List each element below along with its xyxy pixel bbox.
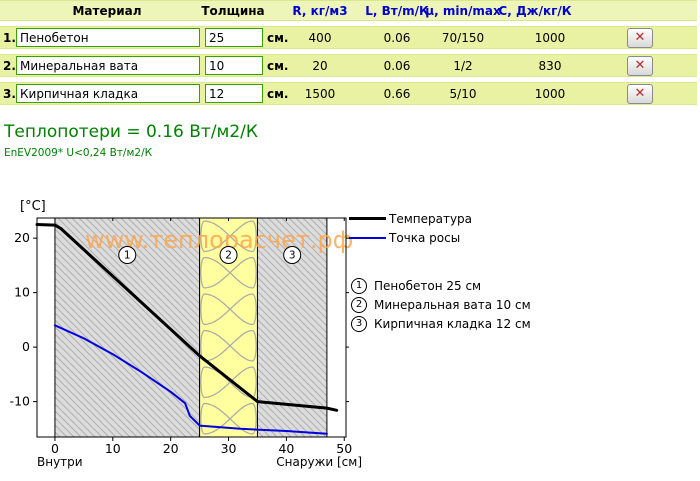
temperature-line [35,223,339,412]
row-number: 3. [3,87,16,101]
wall-temperature-chart: www.теплорасчет.рф 1 2 3 0 10 20 30 40 50 20 10 0 -10… [0,195,700,481]
delete-row-button[interactable]: ✕ [627,28,653,48]
delete-x-icon: ✕ [634,58,646,73]
layer-2-marker: 2 [351,296,367,313]
x-axis-left-label: Внутри [37,455,83,469]
mu-value: 70/150 [441,31,485,45]
svg-text:3: 3 [289,250,296,262]
material-row-3: 3. см. 1500 0.66 5/10 1000 ✕ [0,82,697,105]
header-density: R, кг/м3 [292,4,348,18]
layer-legend-item-3: 3 Кирпичная кладка 12 см [351,314,531,333]
material-row-2: 2. см. 20 0.06 1/2 830 ✕ [0,54,697,77]
y-axis-unit-label: [°C] [20,199,46,214]
density-value: 1500 [304,87,336,101]
dewpoint-line-swatch [349,236,386,239]
layer-3-marker: 3 [351,315,367,332]
dewpoint-line [53,324,328,435]
mu-value: 5/10 [449,87,477,101]
layers-legend: 1 Пенобетон 25 см 2 Минеральная вата 10 … [351,276,531,333]
temperature-line-swatch [349,217,386,220]
layer-2-label: Минеральная вата 10 см [374,297,531,312]
material-row-1: 1. см. 400 0.06 70/150 1000 ✕ [0,26,697,49]
layer-1-label: Пенобетон 25 см [374,278,482,293]
svg-text:0: 0 [51,441,59,456]
header-lambda: L, Вт/m/К [365,4,429,18]
x-axis-right-label: Снаружи [см] [276,455,362,469]
row-number: 2. [3,59,16,73]
capacity-value: 830 [538,59,562,73]
svg-text:40: 40 [278,441,294,456]
chart-canvas: www.теплорасчет.рф1 2 30 10 20 30 40 5020100-10… [10,199,362,469]
table-header-row: Материал Толщина R, кг/м3 L, Вт/m/К μ, m… [0,0,697,21]
svg-text:10: 10 [14,285,30,300]
svg-text:30: 30 [221,441,237,456]
delete-row-button[interactable]: ✕ [627,84,653,104]
header-material: Материал [72,4,142,18]
capacity-value: 1000 [534,31,566,45]
plot-layer-marker-1 [118,246,137,264]
row-number: 1. [3,31,16,45]
legend-item-temperature: Температура [349,211,472,226]
header-capacity: С, Дж/кг/К [498,4,572,18]
layer-legend-item-2: 2 Минеральная вата 10 см [351,295,531,314]
svg-text:2: 2 [225,250,232,262]
dewpoint-legend-label: Точка росы [389,230,461,245]
delete-x-icon: ✕ [634,86,646,101]
capacity-value: 1000 [534,87,566,101]
series-legend: Температура Точка росы [349,211,472,249]
legend-item-dewpoint: Точка росы [349,230,472,245]
thickness-input[interactable] [205,28,263,47]
temperature-legend-label: Температура [389,211,473,226]
svg-text:10: 10 [105,441,121,456]
svg-text:20: 20 [14,230,30,245]
svg-text:1: 1 [124,250,131,262]
plot-layer-marker-2 [219,246,238,264]
unit-label: см. [267,87,289,101]
density-value: 400 [308,31,332,45]
unit-label: см. [267,31,289,45]
layer-3-label: Кирпичная кладка 12 см [374,316,531,331]
svg-text:20: 20 [163,441,179,456]
heat-loss-result: Теплопотери = 0.16 Вт/м2/К [4,122,258,142]
header-thickness: Толщина [201,4,265,18]
delete-row-button[interactable]: ✕ [627,56,653,76]
material-name-input[interactable] [16,56,200,75]
svg-text:50: 50 [336,441,352,456]
unit-label: см. [267,59,289,73]
header-mu: μ, min/max [425,4,501,18]
delete-x-icon: ✕ [634,30,646,45]
thickness-input[interactable] [205,56,263,75]
lambda-value: 0.06 [383,31,411,45]
plot-border [36,217,347,438]
mu-value: 1/2 [453,59,473,73]
layer-legend-item-1: 1 Пенобетон 25 см [351,276,531,295]
layer-1-marker: 1 [351,277,367,294]
standard-note: EnEV2009* U<0,24 Вт/м2/К [4,147,153,159]
thickness-input[interactable] [205,84,263,103]
svg-text:-10: -10 [10,394,30,409]
svg-text:0: 0 [22,339,30,354]
material-name-input[interactable] [16,28,200,47]
lambda-value: 0.66 [383,87,411,101]
density-value: 20 [312,59,328,73]
plot-layer-marker-3 [283,246,302,264]
material-name-input[interactable] [16,84,200,103]
lambda-value: 0.06 [383,59,411,73]
